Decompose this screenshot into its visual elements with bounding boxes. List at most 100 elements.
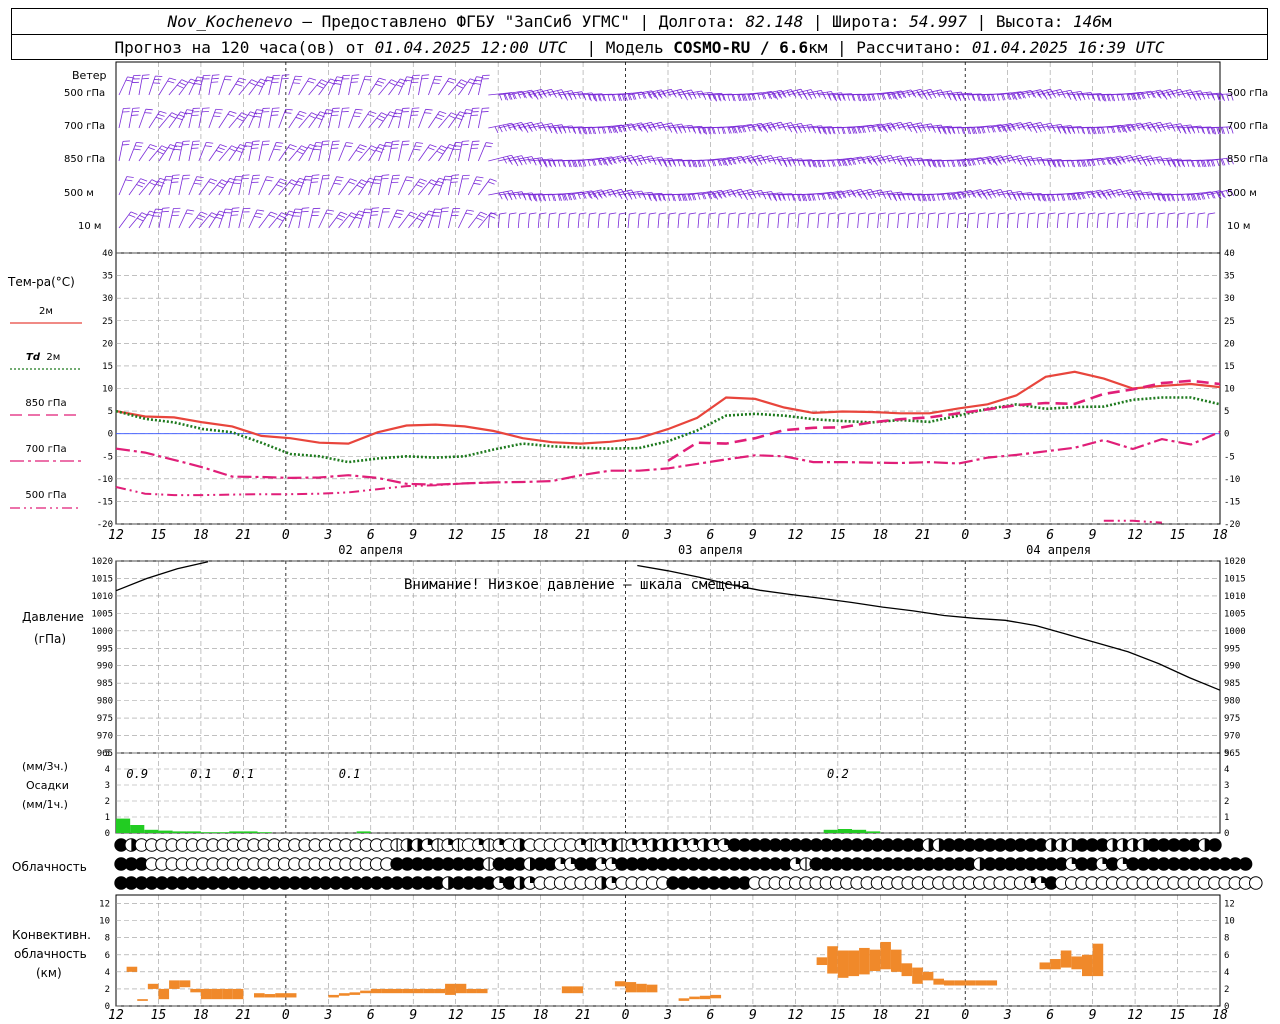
temp-ytick-right: 25 [1224,317,1235,327]
wind-barb-flag [752,124,757,132]
wind-barb [887,214,890,229]
wind-barb-flag [231,145,239,149]
temp-ytick: 35 [102,272,113,282]
wind-barb-flag [982,126,986,134]
precip-ytick: 1 [105,813,110,823]
wind-barb-flag [1056,90,1061,97]
wind-barb-flag [425,108,433,111]
wind-barb-flag [618,192,623,200]
conv-xtick: 15 [830,1008,846,1023]
wind-barb-flag [429,144,437,148]
conv-bar [158,988,170,1000]
wind-barb-flag [1033,126,1038,134]
wind-barb-flag [333,82,341,85]
wind-barb-flag [878,158,883,165]
wind-barb [398,108,403,129]
wind-barb-flag [1221,158,1226,166]
wind-barb-flag [923,194,927,202]
wind-barb-flag [698,160,702,168]
wind-barb-flag [511,122,516,130]
t850-legend: 850 гПа [25,398,67,409]
wind-barb [198,178,211,196]
wind-barb [268,108,273,129]
wind-barb-flag [649,212,657,215]
conv-bar [1039,962,1051,970]
wind-barb-flag [1176,194,1180,202]
wind-barb-flag [808,194,812,201]
wind-barb-flag [666,90,671,97]
wind-barb-flag [832,127,836,135]
temp-xtick: 15 [490,528,506,543]
wind-barb-flag [1123,126,1128,134]
wind-barb-flag [866,125,871,133]
wind-barb-flag [1192,160,1195,168]
wind-barb [607,214,610,229]
conv-bar [445,983,456,995]
wind-barb-flag [667,158,671,166]
wind-barb-flag [384,145,392,147]
wind-barb-flag [692,92,697,99]
wind-barb [318,141,323,162]
wind-barb-flag [980,157,985,165]
temp-xtick: 18 [1212,528,1228,543]
wind-barb [547,214,550,229]
wind-barb-flag [636,123,641,131]
wind-barb-flag [858,94,862,102]
wind-barb-flag [697,192,701,200]
wind-barb-flag [912,194,916,202]
wind-barb-flag [315,117,323,121]
wind-barb-flag [918,125,922,133]
pressure-ytick: 965 [97,749,113,759]
wind-barb-flag [1216,159,1220,167]
wind-barb-flag [843,159,848,167]
wind-barb-flag [784,160,788,168]
wind-barb-flag [932,91,937,99]
wind-barb-flag [976,190,981,197]
pressure-label: Давление [22,610,84,624]
pressure-ytick-right: 980 [1224,697,1240,707]
wind-barb-flag [169,77,177,81]
conv-bar [275,993,286,998]
wind-barb-flag [547,194,551,202]
wind-barb-flag [161,210,169,213]
wind-barb-flag [768,212,777,215]
wind-barb [118,176,128,196]
cloud-symbol [1248,876,1263,890]
precip-ytick: 4 [105,765,110,775]
precip-sum-label: 0.1 [339,767,361,781]
conv-bar [699,995,711,1000]
calc-label: | Рассчитано: [827,38,972,57]
temp-ytick-right: 40 [1224,249,1235,259]
wind-barb-flag [928,212,936,215]
wind-barb-flag [181,79,189,83]
wind-barb-flag [716,190,721,198]
wind-barb-flag [435,75,443,78]
wind-barb-flag [309,77,317,81]
conv-xtick: 6 [707,1008,715,1023]
wind-barb-flag [559,212,567,215]
wind-barb-flag [656,90,661,98]
wind-barb-flag [634,159,639,166]
temp-ytick-right: -20 [1224,520,1240,530]
wind-barb-flag [297,113,305,117]
precip-ytick-right: 2 [1224,797,1229,807]
wind-barb-flag [395,84,403,88]
precip-bar [158,830,173,833]
temp-ytick: 40 [102,249,113,259]
wind-barb [328,141,334,162]
conv-bar [636,983,647,993]
conv-label-2: облачность [14,947,87,961]
wind-barb-flag [858,192,863,199]
wind-barb-flag [521,122,526,129]
wind-barb-flag [1106,190,1111,197]
wind-barb-flag [806,124,811,132]
wind-barb-flag [1122,93,1126,101]
wind-barb-flag [651,192,655,199]
wind-barb-flag [330,78,338,82]
wind-barb-flag [831,192,835,199]
wind-barb-flag [594,94,598,102]
wind-barb-flag [255,212,263,215]
wind-barb-flag [253,115,261,118]
wind-barb-flag [1142,192,1146,200]
wind-barb-flag [1133,93,1138,101]
